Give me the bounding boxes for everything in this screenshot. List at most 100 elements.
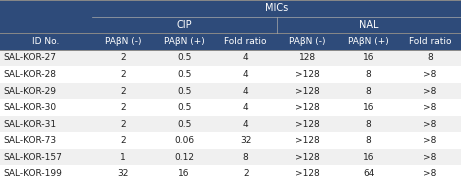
Bar [92,83,154,99]
Bar [399,149,461,165]
Text: 0.5: 0.5 [177,70,191,79]
Text: Fold ratio: Fold ratio [409,37,451,46]
Text: >128: >128 [295,103,319,112]
Bar [0,99,92,116]
Text: 0.5: 0.5 [177,120,191,129]
Bar [92,33,154,50]
Text: 4: 4 [243,86,248,96]
Text: 32: 32 [117,169,129,178]
Text: 2: 2 [120,136,126,145]
Bar [0,66,92,83]
Text: 8: 8 [366,120,372,129]
Text: Fold ratio: Fold ratio [225,37,267,46]
Bar [92,66,154,83]
Bar [92,116,154,132]
Text: >128: >128 [295,86,319,96]
Bar [399,66,461,83]
Text: 8: 8 [427,53,433,62]
Bar [277,99,338,116]
Bar [0,149,92,165]
Bar [0,0,92,17]
Text: 128: 128 [299,53,316,62]
Bar [277,66,338,83]
Bar [154,99,215,116]
Text: PAβN (-): PAβN (-) [105,37,141,46]
Text: >128: >128 [295,120,319,129]
Bar [277,165,338,182]
Bar [92,99,154,116]
Bar [338,99,399,116]
Text: SAL-KOR-31: SAL-KOR-31 [3,120,56,129]
Bar [277,83,338,99]
Text: CIP: CIP [177,20,192,30]
Text: SAL-KOR-27: SAL-KOR-27 [3,53,56,62]
Bar [277,50,338,66]
Bar [92,50,154,66]
Bar [154,149,215,165]
Text: SAL-KOR-157: SAL-KOR-157 [3,153,62,162]
Bar [277,149,338,165]
Text: 4: 4 [243,103,248,112]
Bar [338,149,399,165]
Text: 4: 4 [243,70,248,79]
Text: >128: >128 [295,169,319,178]
Text: SAL-KOR-29: SAL-KOR-29 [3,86,56,96]
Bar [154,132,215,149]
Text: 32: 32 [240,136,251,145]
Bar [154,33,215,50]
Bar [277,132,338,149]
Text: 2: 2 [120,86,126,96]
Text: 0.5: 0.5 [177,103,191,112]
Text: NAL: NAL [359,20,378,30]
Bar [399,50,461,66]
Bar [215,132,277,149]
Bar [338,165,399,182]
Text: >128: >128 [295,70,319,79]
Text: PAβN (-): PAβN (-) [289,37,325,46]
Text: 2: 2 [120,103,126,112]
Text: 0.5: 0.5 [177,53,191,62]
Bar [215,33,277,50]
Bar [277,116,338,132]
Text: 0.5: 0.5 [177,86,191,96]
Bar [399,165,461,182]
Bar [399,99,461,116]
Text: >8: >8 [423,70,437,79]
Bar [399,33,461,50]
Bar [277,33,338,50]
Bar [277,17,461,33]
Bar [338,33,399,50]
Text: >8: >8 [423,103,437,112]
Bar [154,165,215,182]
Text: 0.12: 0.12 [174,153,194,162]
Text: >8: >8 [423,169,437,178]
Text: SAL-KOR-73: SAL-KOR-73 [3,136,56,145]
Text: >8: >8 [423,120,437,129]
Text: PAβN (+): PAβN (+) [348,37,389,46]
Bar [92,132,154,149]
Text: 8: 8 [366,136,372,145]
Text: 16: 16 [363,53,374,62]
Bar [92,0,461,17]
Bar [154,66,215,83]
Bar [338,66,399,83]
Bar [215,149,277,165]
Text: 2: 2 [120,53,126,62]
Text: 4: 4 [243,120,248,129]
Text: >8: >8 [423,86,437,96]
Bar [399,116,461,132]
Bar [215,116,277,132]
Text: PAβN (+): PAβN (+) [164,37,205,46]
Bar [0,132,92,149]
Text: >8: >8 [423,136,437,145]
Bar [338,116,399,132]
Bar [399,83,461,99]
Text: SAL-KOR-199: SAL-KOR-199 [3,169,62,178]
Text: SAL-KOR-30: SAL-KOR-30 [3,103,56,112]
Text: 64: 64 [363,169,374,178]
Bar [0,50,92,66]
Text: 8: 8 [366,70,372,79]
Bar [154,50,215,66]
Text: 8: 8 [243,153,248,162]
Text: 2: 2 [120,120,126,129]
